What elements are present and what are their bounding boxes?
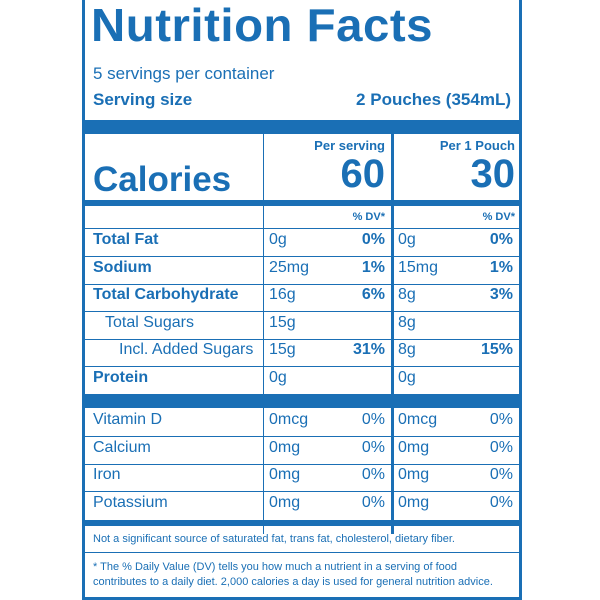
label-title: Nutrition Facts xyxy=(91,0,434,51)
amount-per-serving: 0mcg xyxy=(269,411,309,428)
nutrient-divider xyxy=(85,311,519,312)
nutrient-divider xyxy=(85,338,519,340)
dv-header-col1: % DV* xyxy=(352,211,385,223)
amount-per-pouch: 0mg xyxy=(398,493,430,511)
amount-per-pouch: 0mg xyxy=(398,466,430,483)
vitamin-name: Iron xyxy=(93,466,121,483)
dv-per-pouch: 0% xyxy=(489,466,513,483)
amount-per-serving: 0mg xyxy=(269,493,301,511)
vitamin-name: Calcium xyxy=(93,438,151,456)
dv-per-serving: 6% xyxy=(361,286,385,303)
dv-per-serving: 1% xyxy=(361,258,385,276)
dv-per-pouch: 0% xyxy=(489,411,513,428)
amount-per-serving: 0g xyxy=(269,368,287,386)
calories-label: Calories xyxy=(93,160,232,199)
nutrient-name: Protein xyxy=(93,368,149,386)
dv-per-serving: 0% xyxy=(361,466,385,483)
vitamin-name: Potassium xyxy=(93,493,168,511)
thick-divider-bottom xyxy=(85,520,519,526)
dv-per-pouch: 0% xyxy=(489,231,513,248)
amount-per-pouch: 8g xyxy=(398,286,416,303)
calories-per-serving: 60 xyxy=(340,152,386,196)
amount-per-pouch: 8g xyxy=(398,313,416,331)
vitamin-divider xyxy=(85,491,519,492)
dv-per-serving: 0% xyxy=(361,411,385,428)
nutrition-facts-label: Nutrition Facts 5 servings per container… xyxy=(82,0,522,600)
amount-per-pouch: 15mg xyxy=(398,258,439,276)
amount-per-serving: 0mg xyxy=(269,438,301,456)
column-divider-2 xyxy=(391,134,394,534)
dv-per-pouch: 0% xyxy=(489,438,513,456)
dv-per-pouch: 3% xyxy=(489,286,513,303)
dv-header-divider xyxy=(85,228,519,229)
amount-per-serving: 16g xyxy=(269,286,296,303)
nutrient-name: Total Fat xyxy=(93,231,159,248)
serving-size-value: 2 Pouches (354mL) xyxy=(356,90,511,109)
dv-per-serving: 31% xyxy=(352,341,385,358)
footnote-insignificant: Not a significant source of saturated fa… xyxy=(93,533,455,545)
vitamin-divider xyxy=(85,436,519,437)
amount-per-serving: 25mg xyxy=(269,258,310,276)
vitamin-name: Vitamin D xyxy=(93,411,163,428)
nutrient-name: Incl. Added Sugars xyxy=(119,341,254,358)
amount-per-pouch: 0mcg xyxy=(398,411,438,428)
amount-per-pouch: 8g xyxy=(398,341,416,358)
footnote-daily-value: * The % Daily Value (DV) tells you how m… xyxy=(93,561,493,588)
nutrient-name: Sodium xyxy=(93,258,152,276)
amount-per-pouch: 0g xyxy=(398,368,416,386)
column-header-per-pouch: Per 1 Pouch xyxy=(439,138,515,153)
amount-per-serving: 15g xyxy=(269,341,296,358)
dv-per-pouch: 15% xyxy=(480,341,513,358)
vitamin-divider xyxy=(85,463,519,465)
column-header-per-serving: Per serving xyxy=(314,138,385,153)
dv-per-pouch: 1% xyxy=(489,258,513,276)
dv-per-pouch: 0% xyxy=(489,493,513,511)
amount-per-serving: 15g xyxy=(269,313,296,331)
thick-divider-vitamins xyxy=(85,394,519,408)
dv-per-serving: 0% xyxy=(361,438,385,456)
serving-size-label: Serving size xyxy=(93,90,193,109)
nutrient-divider xyxy=(85,256,519,257)
servings-per-container: 5 servings per container xyxy=(93,64,275,83)
amount-per-pouch: 0g xyxy=(398,231,416,248)
dv-per-serving: 0% xyxy=(361,231,385,248)
calories-divider xyxy=(85,200,519,206)
nutrient-divider xyxy=(85,283,519,285)
amount-per-serving: 0g xyxy=(269,231,287,248)
dv-per-serving: 0% xyxy=(361,493,385,511)
thick-divider-top xyxy=(85,120,519,134)
amount-per-serving: 0mg xyxy=(269,466,301,483)
amount-per-pouch: 0mg xyxy=(398,438,430,456)
calories-per-pouch: 30 xyxy=(470,152,516,196)
footnote-divider xyxy=(85,552,519,553)
column-divider-1 xyxy=(263,134,264,534)
nutrient-name: Total Carbohydrate xyxy=(93,286,239,303)
nutrient-name: Total Sugars xyxy=(105,313,194,331)
nutrient-divider xyxy=(85,366,519,367)
dv-header-col2: % DV* xyxy=(482,211,515,223)
